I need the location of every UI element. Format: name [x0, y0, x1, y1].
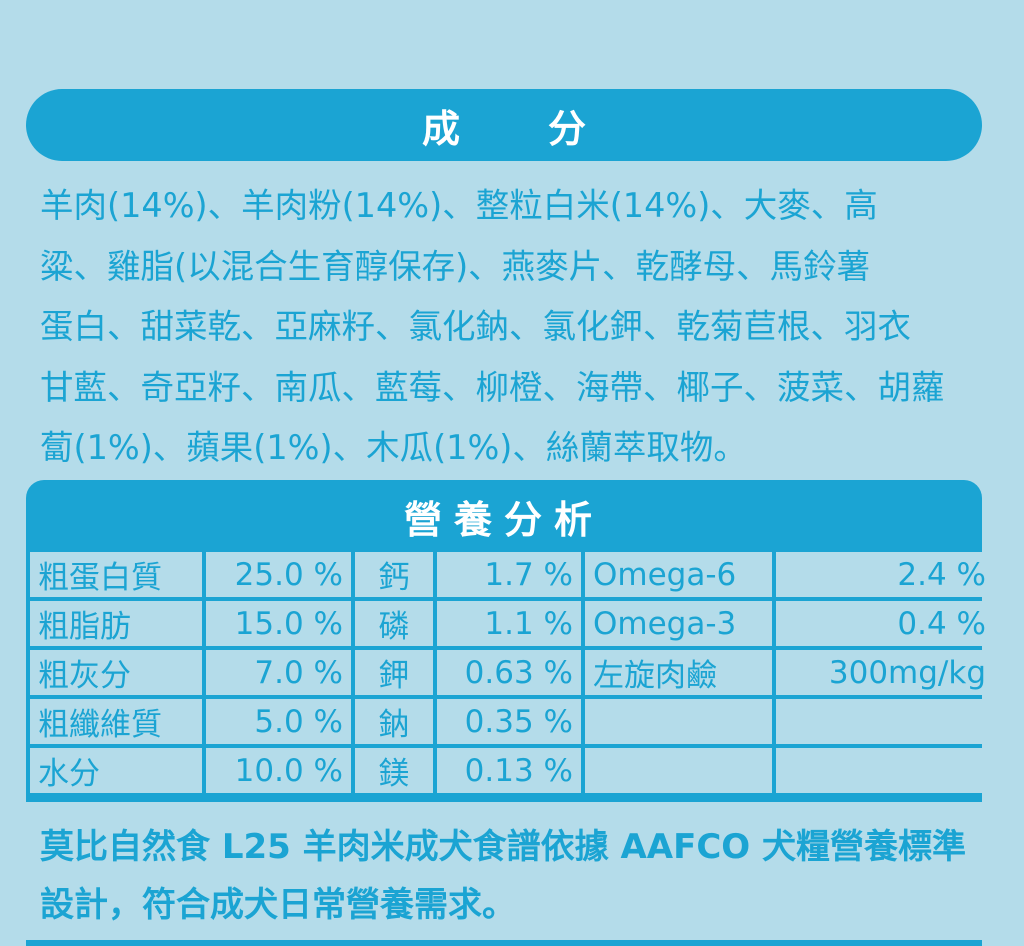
table-row: 水分 10.0 % 鎂 0.13 %	[30, 748, 994, 793]
extra-label: Omega-3	[585, 601, 772, 646]
nutrient-value: 7.0 %	[206, 650, 351, 695]
mineral-label: 鈣	[355, 552, 433, 597]
mineral-label: 鈉	[355, 699, 433, 744]
table-row: 粗灰分 7.0 % 鉀 0.63 % 左旋肉鹼 300mg/kg	[30, 650, 994, 695]
mineral-label: 磷	[355, 601, 433, 646]
ingredients-text: 羊肉(14%)、羊肉粉(14%)、整粒白米(14%)、大麥、高 粱、雞脂(以混合…	[40, 186, 945, 467]
mineral-value: 0.13 %	[437, 748, 581, 793]
nutrient-value: 15.0 %	[206, 601, 351, 646]
footer-note: 莫比自然食 L25 羊肉米成犬食譜依據 AAFCO 犬糧營養標準設計，符合成犬日…	[40, 827, 967, 925]
mineral-value: 1.1 %	[437, 601, 581, 646]
footer-divider	[26, 940, 982, 946]
ingredients-header: 成分	[26, 89, 982, 161]
extra-label	[585, 748, 772, 793]
mineral-label: 鎂	[355, 748, 433, 793]
nutrition-analysis-panel: 營養分析 粗蛋白質 25.0 % 鈣 1.7 % Omega-6 2.4 % 粗脂肪 15.0…	[26, 480, 994, 802]
nutrient-value: 5.0 %	[206, 699, 351, 744]
table-row: 粗蛋白質 25.0 % 鈣 1.7 % Omega-6 2.4 %	[30, 552, 994, 597]
mineral-value: 0.63 %	[437, 650, 581, 695]
nutrient-label: 粗纖維質	[30, 699, 202, 744]
mineral-value: 1.7 %	[437, 552, 581, 597]
nutrient-value: 25.0 %	[206, 552, 351, 597]
extra-label	[585, 699, 772, 744]
extra-value	[776, 699, 994, 744]
extra-value: 300mg/kg	[776, 650, 994, 695]
nutrient-label: 粗蛋白質	[30, 552, 202, 597]
nutrient-label: 粗脂肪	[30, 601, 202, 646]
nutrition-analysis-title: 營養分析	[403, 497, 604, 542]
extra-value: 2.4 %	[776, 552, 994, 597]
nutrient-label: 水分	[30, 748, 202, 793]
extra-label: Omega-6	[585, 552, 772, 597]
nutrient-value: 10.0 %	[206, 748, 351, 793]
nutrient-label: 粗灰分	[30, 650, 202, 695]
extra-value: 0.4 %	[776, 601, 994, 646]
table-row: 粗纖維質 5.0 % 鈉 0.35 %	[30, 699, 994, 744]
ingredients-title: 成分	[421, 106, 674, 151]
table-row: 粗脂肪 15.0 % 磷 1.1 % Omega-3 0.4 %	[30, 601, 994, 646]
extra-value	[776, 748, 994, 793]
mineral-label: 鉀	[355, 650, 433, 695]
extra-label: 左旋肉鹼	[585, 650, 772, 695]
nutrition-table: 粗蛋白質 25.0 % 鈣 1.7 % Omega-6 2.4 % 粗脂肪 15.0 % 磷 1.…	[26, 548, 998, 797]
mineral-value: 0.35 %	[437, 699, 581, 744]
